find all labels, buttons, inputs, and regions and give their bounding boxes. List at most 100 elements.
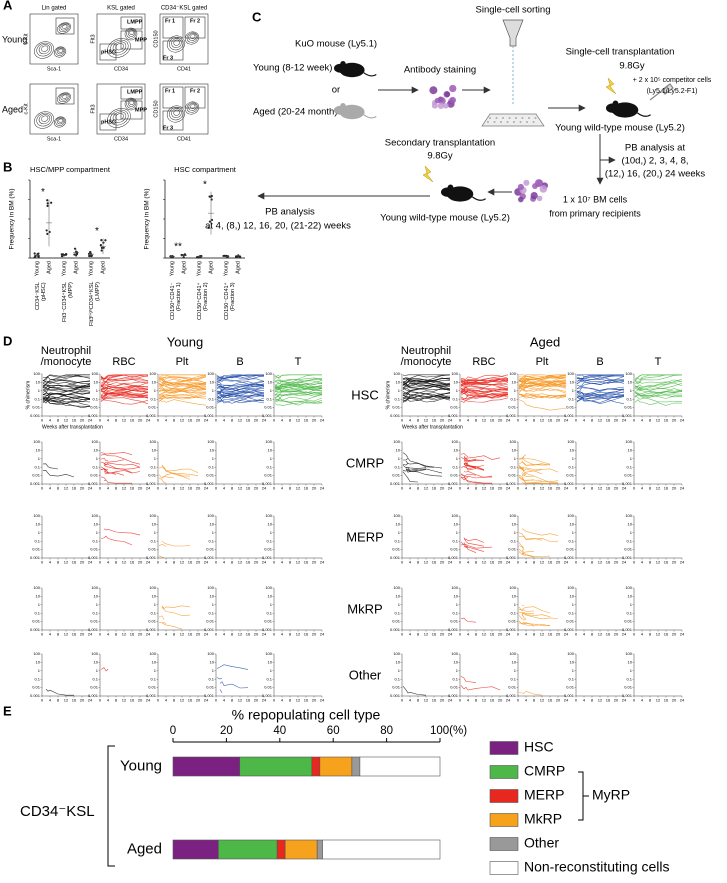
x-tick-label: 20 xyxy=(498,698,503,703)
y-tick-label: 100 xyxy=(625,439,632,444)
axis xyxy=(401,654,450,697)
y-tick-label: 10 xyxy=(628,659,633,664)
axis xyxy=(273,588,322,631)
trace xyxy=(158,382,207,392)
y-tick-label: 1 xyxy=(270,602,273,607)
trace xyxy=(460,685,501,691)
contour xyxy=(109,109,129,126)
trace xyxy=(521,470,543,475)
gate-label: LMPP xyxy=(127,89,143,95)
y-tick-label: 0.01 xyxy=(392,405,401,410)
row-label: MERP xyxy=(346,529,384,544)
y-tick-label: 1 xyxy=(630,530,633,535)
x-tick-label: 24 xyxy=(146,486,151,491)
x-tick-label: 20 xyxy=(254,486,259,491)
trace xyxy=(518,474,542,484)
x-tick-label: 16 xyxy=(72,560,77,565)
x-tick-label: 24 xyxy=(564,418,569,423)
trace xyxy=(216,374,265,381)
y-tick-label: 10 xyxy=(36,593,41,598)
y-tick-label: 1 xyxy=(514,530,517,535)
x-tick-label: 24 xyxy=(204,418,209,423)
x-tick-label: 8 xyxy=(649,486,652,491)
x-tick-label: 0 xyxy=(273,560,276,565)
x-tick-label: 16 xyxy=(72,632,77,637)
x-tick-label: 4 xyxy=(107,560,110,565)
cell xyxy=(438,97,446,105)
trace xyxy=(161,540,191,547)
x-tick-label: 12 xyxy=(64,560,69,565)
gate xyxy=(162,110,184,131)
x-tick-label: 12 xyxy=(482,632,487,637)
group-label: Aged xyxy=(181,261,187,274)
x-tick-label: 20 xyxy=(80,632,85,637)
axis xyxy=(273,516,322,559)
x-tick-label: 0 xyxy=(215,486,218,491)
trace xyxy=(103,459,125,465)
y-tick-label: 0.1 xyxy=(266,676,272,681)
y-tick-label: 100 xyxy=(509,513,516,518)
x-tick-label: 4 xyxy=(409,418,412,423)
trace xyxy=(460,473,492,484)
trace xyxy=(402,374,451,390)
column-header: T xyxy=(654,356,662,369)
y-tick-label: 10 xyxy=(396,521,401,526)
y-tick-label: 1 xyxy=(154,388,157,393)
y-tick-label: 0.01 xyxy=(624,405,633,410)
y-tick-label: 0.001 xyxy=(204,555,215,560)
x-tick-label: 0 xyxy=(633,418,636,423)
mouse-tail xyxy=(363,72,377,77)
x-tick-label: 0 xyxy=(41,632,44,637)
y-tick-label: 1 xyxy=(154,668,157,673)
x-tick-label: 0 xyxy=(459,560,462,565)
x-tick-label: 12 xyxy=(598,560,603,565)
x-tick-label: 12 xyxy=(424,560,429,565)
trace xyxy=(521,480,559,484)
trace xyxy=(576,393,625,398)
x-axis-label: Weeks after transplantation xyxy=(402,424,463,430)
y-tick-label: 0.001 xyxy=(88,481,99,486)
trace xyxy=(274,391,323,397)
x-axis-label: CD34 xyxy=(114,136,128,142)
mean-sd-bar xyxy=(88,251,94,257)
y-tick-label: 0.01 xyxy=(206,619,215,624)
y-tick-label: 0.01 xyxy=(90,547,99,552)
well xyxy=(493,121,496,123)
axis xyxy=(41,442,90,485)
y-tick-label: 1 xyxy=(630,602,633,607)
trace xyxy=(518,393,567,399)
trace xyxy=(274,394,323,402)
x-tick-label: 12 xyxy=(598,632,603,637)
x-axis-label: CD41 xyxy=(177,66,191,72)
y-tick-label: 0.1 xyxy=(92,396,98,401)
y-tick-label: 1 xyxy=(514,456,517,461)
y-tick-label: 100 xyxy=(91,513,98,518)
x-tick-label: 16 xyxy=(548,698,553,703)
trace xyxy=(158,555,164,558)
y-tick-label: 1 xyxy=(630,668,633,673)
y-tick-label: 0.001 xyxy=(622,481,633,486)
x-tick-label: 12 xyxy=(180,418,185,423)
x-tick-label: 8 xyxy=(533,486,536,491)
y-axis-label: Frequency in BM (%) xyxy=(144,188,151,249)
axis xyxy=(633,654,682,697)
trace xyxy=(158,391,207,400)
y-axis-label: Flt3 xyxy=(90,104,96,113)
trace xyxy=(402,377,451,384)
gate-label: MPP xyxy=(135,107,147,113)
well xyxy=(534,117,537,119)
sample-dot xyxy=(37,255,40,258)
y-tick-label: 0.01 xyxy=(624,473,633,478)
axis xyxy=(575,442,624,485)
y-tick-label: 0.01 xyxy=(450,405,459,410)
mean-sd-bar xyxy=(196,255,202,258)
trace xyxy=(402,462,443,469)
trace xyxy=(518,606,551,614)
y-tick-label: 0.01 xyxy=(450,473,459,478)
trace xyxy=(42,389,91,396)
x-tick-label: 20 xyxy=(254,698,259,703)
gate xyxy=(120,86,143,100)
axis xyxy=(157,654,206,697)
y-tick-label: 0.001 xyxy=(448,481,459,486)
x-tick-label: 24 xyxy=(564,632,569,637)
